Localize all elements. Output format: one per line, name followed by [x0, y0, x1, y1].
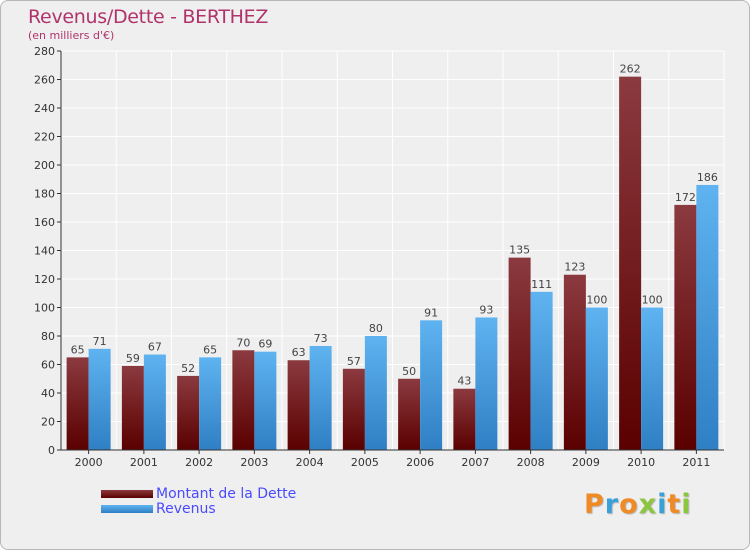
x-tick-label-2007: 2007 [461, 456, 489, 469]
data-label-dette-2000: 65 [71, 343, 85, 356]
y-tick-label: 0 [48, 444, 55, 457]
y-tick-label: 100 [34, 302, 55, 315]
data-label-revenus-2009: 100 [586, 294, 607, 307]
x-tick-label-2006: 2006 [406, 456, 434, 469]
logo-letter: r [604, 489, 620, 520]
y-tick-label: 60 [41, 359, 55, 372]
data-label-revenus-2001: 67 [148, 341, 162, 354]
proxiti-logo: Proxiti [584, 489, 692, 520]
x-tick-label-2005: 2005 [351, 456, 379, 469]
data-label-revenus-2000: 71 [93, 335, 107, 348]
data-label-revenus-2008: 111 [531, 278, 552, 291]
bars [66, 76, 719, 451]
bar-revenus-2008 [530, 291, 553, 450]
bar-dette-2002 [177, 375, 200, 450]
bar-revenus-2001 [143, 354, 166, 450]
data-label-dette-2007: 43 [457, 375, 471, 388]
chart-subtitle: (en milliers d'€) [28, 29, 115, 42]
logo-letter: x [638, 489, 658, 520]
bar-revenus-2004 [309, 345, 332, 450]
logo-letter: t [667, 489, 682, 520]
bar-dette-2009 [563, 274, 586, 450]
data-label-revenus-2004: 73 [314, 332, 328, 345]
y-tick-label: 140 [34, 245, 55, 258]
bar-dette-2008 [508, 257, 531, 450]
data-label-dette-2006: 50 [402, 365, 416, 378]
bar-revenus-2006 [420, 320, 443, 450]
bar-revenus-2000 [88, 348, 111, 450]
data-label-dette-2008: 135 [509, 244, 530, 257]
legend-label-dette: Montant de la Dette [156, 486, 297, 502]
x-tick-label-2010: 2010 [627, 456, 655, 469]
legend-swatch-revenus [101, 505, 153, 513]
logo-letter: o [619, 489, 639, 520]
logo-letter: P [584, 489, 605, 520]
legend-swatch-dette [101, 490, 153, 498]
logo-letter: i [681, 489, 692, 520]
data-label-revenus-2002: 65 [203, 343, 217, 356]
x-tick-label-2004: 2004 [296, 456, 324, 469]
bar-revenus-2010 [641, 307, 664, 450]
legend-label-revenus: Revenus [156, 501, 216, 517]
x-tick-label-2002: 2002 [185, 456, 213, 469]
bar-dette-2010 [619, 76, 642, 451]
y-tick-label: 80 [41, 330, 55, 343]
labels: 0 20 40 60 80 100 120 140 160 180 200 220 240 260 280 6… [34, 45, 718, 469]
y-tick-label: 280 [34, 45, 55, 58]
data-label-dette-2009: 123 [564, 261, 585, 274]
data-label-revenus-2005: 80 [369, 322, 383, 335]
axes [57, 50, 724, 454]
data-label-revenus-2007: 93 [479, 303, 493, 316]
y-tick-label: 120 [34, 273, 55, 286]
y-tick-label: 200 [34, 159, 55, 172]
data-label-revenus-2006: 91 [424, 306, 438, 319]
y-tick-label: 260 [34, 74, 55, 87]
y-tick-label: 180 [34, 188, 55, 201]
data-label-dette-2005: 57 [347, 355, 361, 368]
x-tick-label-2003: 2003 [240, 456, 268, 469]
data-label-revenus-2011: 186 [697, 171, 718, 184]
y-tick-label: 160 [34, 216, 55, 229]
bar-dette-2011 [674, 204, 697, 450]
bar-revenus-2007 [475, 317, 498, 450]
x-tick-label-2001: 2001 [130, 456, 158, 469]
bar-dette-2000 [66, 357, 89, 450]
x-tick-label-2009: 2009 [572, 456, 600, 469]
bar-dette-2004 [287, 360, 310, 450]
data-label-dette-2001: 59 [126, 352, 140, 365]
bar-dette-2005 [342, 368, 365, 450]
data-label-dette-2004: 63 [292, 346, 306, 359]
bar-revenus-2005 [364, 336, 387, 450]
data-label-revenus-2003: 69 [258, 338, 272, 351]
y-tick-label: 220 [34, 131, 55, 144]
y-tick-label: 240 [34, 102, 55, 115]
data-label-dette-2003: 70 [236, 336, 250, 349]
bar-revenus-2002 [199, 357, 222, 450]
bar-dette-2006 [398, 378, 421, 450]
x-tick-label-2011: 2011 [682, 456, 710, 469]
data-label-revenus-2010: 100 [642, 294, 663, 307]
data-label-dette-2002: 52 [181, 362, 195, 375]
bar-revenus-2003 [254, 351, 277, 450]
y-tick-label: 40 [41, 387, 55, 400]
x-tick-label-2000: 2000 [75, 456, 103, 469]
bar-dette-2003 [232, 350, 255, 450]
y-tick-label: 20 [41, 416, 55, 429]
bar-revenus-2011 [696, 184, 719, 450]
chart-title: Revenus/Dette - BERTHEZ [28, 6, 269, 28]
grid-lines [60, 50, 725, 451]
bar-dette-2001 [121, 365, 144, 450]
logo-letter: i [657, 489, 668, 520]
bar-revenus-2009 [585, 307, 608, 450]
x-tick-label-2008: 2008 [517, 456, 545, 469]
bar-dette-2007 [453, 388, 476, 450]
data-label-dette-2010: 262 [620, 63, 641, 76]
data-label-dette-2011: 172 [675, 191, 696, 204]
